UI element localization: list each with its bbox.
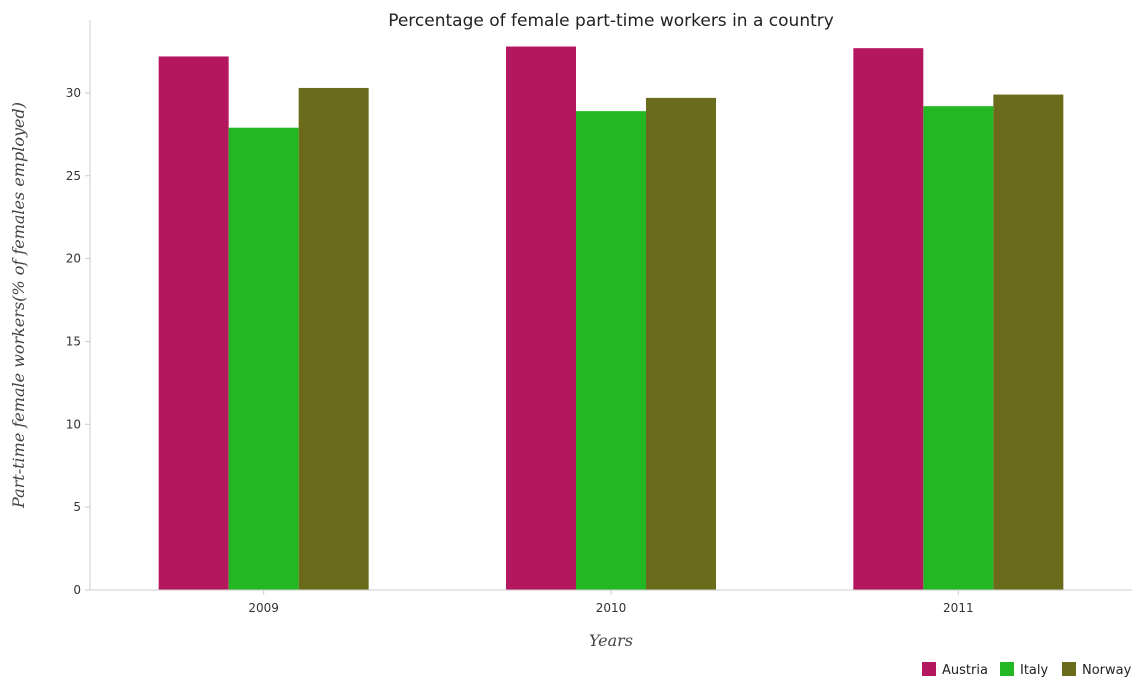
- bar-italy-2011: [923, 106, 994, 591]
- x-tick-label: 2010: [596, 601, 627, 615]
- plot-area: [158, 46, 1064, 591]
- x-axis-label: Years: [589, 631, 633, 650]
- y-tick-label: 5: [73, 500, 81, 514]
- legend-label-norway: Norway: [1082, 663, 1132, 678]
- y-tick-label: 30: [66, 86, 81, 100]
- y-tick-label: 25: [66, 169, 81, 183]
- bar-austria-2009: [158, 56, 229, 590]
- legend-swatch-austria: [922, 662, 936, 676]
- x-tick-label: 2009: [248, 601, 279, 615]
- bar-norway-2009: [298, 87, 369, 591]
- chart-title: Percentage of female part-time workers i…: [388, 11, 834, 31]
- y-axis-label: Part-time female workers(% of females em…: [9, 102, 28, 509]
- legend-swatch-italy: [1000, 662, 1014, 676]
- legend-label-italy: Italy: [1020, 663, 1049, 678]
- x-axis-ticks: 2009 2010 2011: [248, 590, 974, 615]
- bar-austria-2011: [853, 48, 924, 591]
- y-tick-label: 10: [66, 417, 81, 431]
- y-tick-label: 0: [73, 583, 81, 597]
- y-axis-ticks: 0 5 10 15 20 25 30: [66, 86, 90, 597]
- x-tick-label: 2011: [943, 601, 974, 615]
- bar-austria-2010: [506, 46, 576, 591]
- legend: Austria Italy Norway: [922, 662, 1132, 678]
- bar-italy-2010: [576, 111, 646, 590]
- bar-norway-2011: [993, 94, 1064, 590]
- y-tick-label: 15: [66, 334, 81, 348]
- y-tick-label: 20: [66, 252, 81, 266]
- bar-norway-2010: [646, 97, 716, 591]
- bar-italy-2009: [228, 127, 299, 590]
- legend-swatch-norway: [1062, 662, 1076, 676]
- legend-label-austria: Austria: [942, 663, 988, 678]
